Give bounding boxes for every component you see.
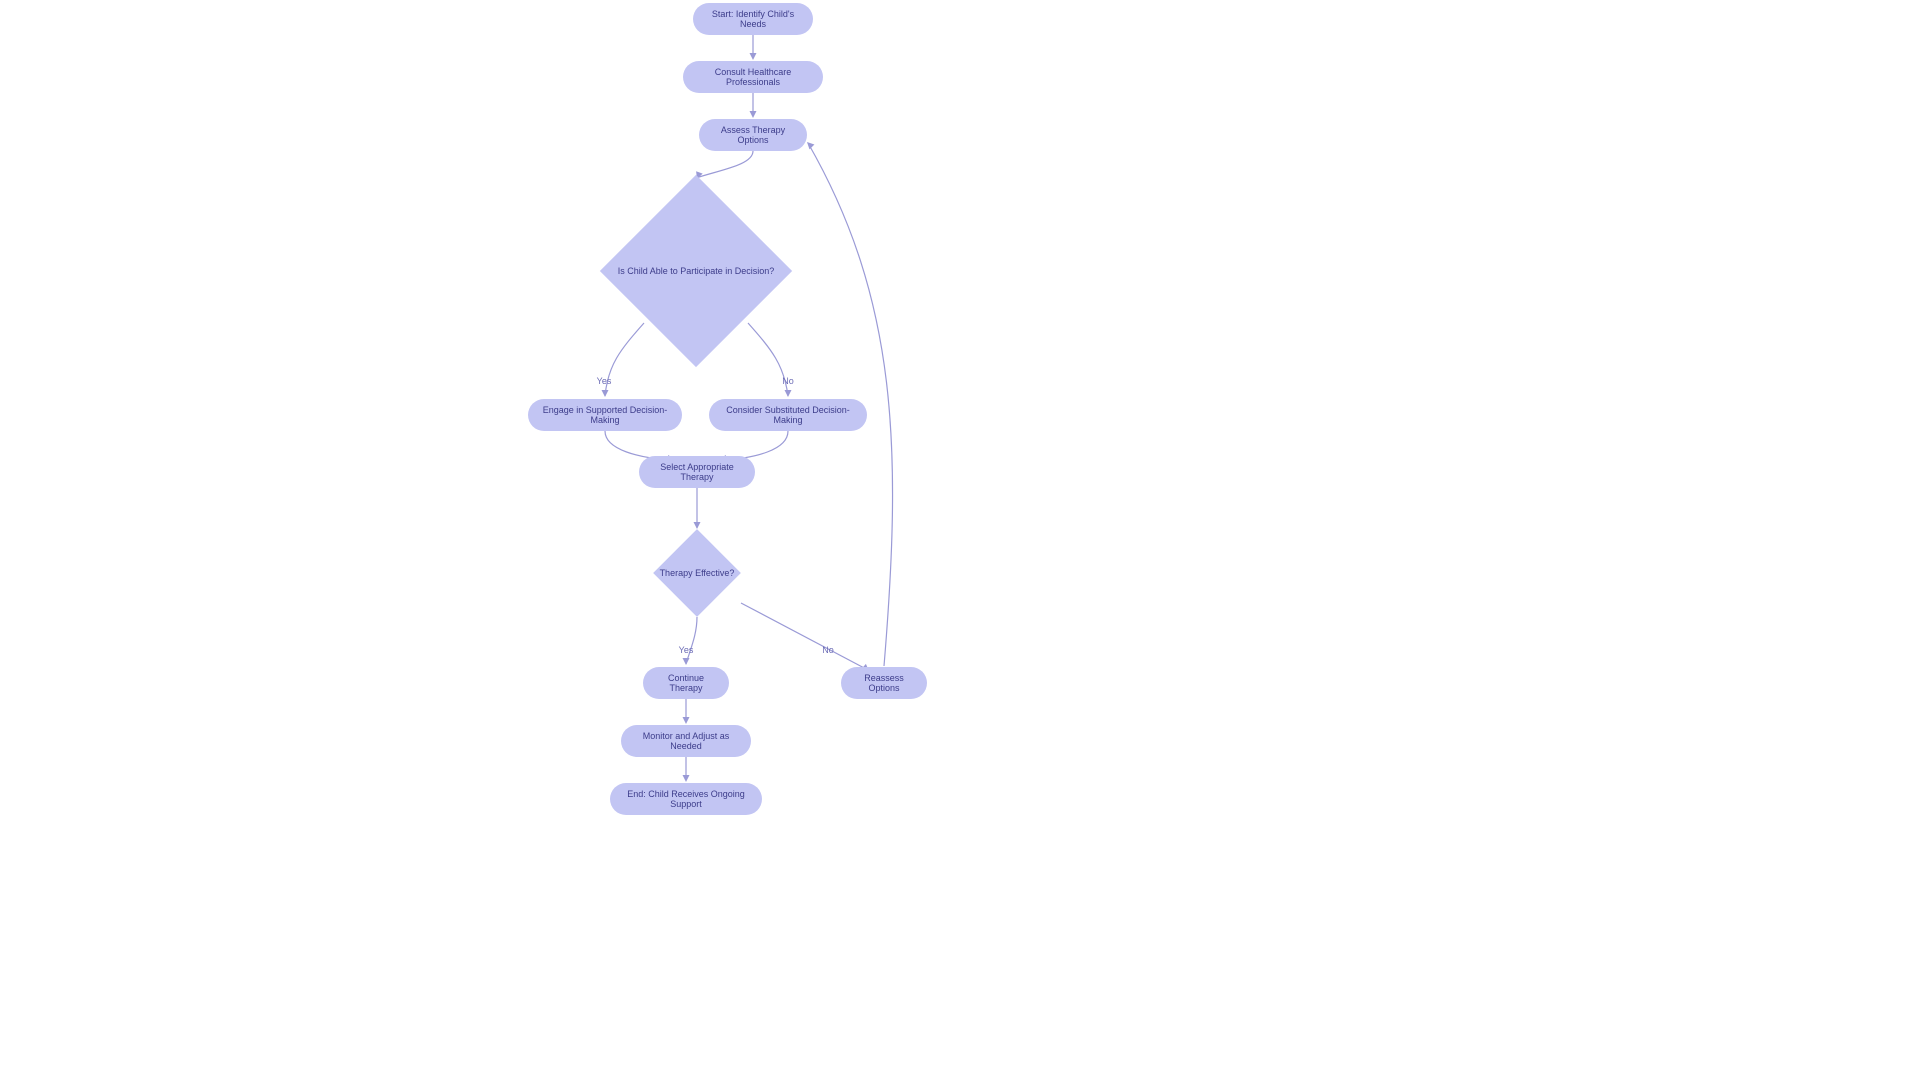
arrowhead-icon bbox=[785, 390, 792, 397]
node-label: End: Child Receives Ongoing Support bbox=[622, 789, 750, 809]
edge-n8-n10 bbox=[741, 603, 868, 670]
arrowhead-icon bbox=[602, 390, 609, 397]
node-label: Assess Therapy Options bbox=[711, 125, 795, 145]
flowchart-node-n12: End: Child Receives Ongoing Support bbox=[610, 783, 762, 815]
flowchart-node-n9: Continue Therapy bbox=[643, 667, 729, 699]
node-label: Start: Identify Child's Needs bbox=[705, 9, 801, 29]
arrowhead-icon bbox=[807, 142, 814, 149]
node-label: Continue Therapy bbox=[655, 673, 717, 693]
arrowhead-icon bbox=[683, 717, 690, 724]
flowchart-node-n3: Assess Therapy Options bbox=[699, 119, 807, 151]
edge-label: Yes bbox=[597, 376, 612, 386]
arrowhead-icon bbox=[750, 111, 757, 118]
node-label: Select Appropriate Therapy bbox=[651, 462, 743, 482]
edge-label: No bbox=[822, 645, 834, 655]
edge-n4-n5 bbox=[605, 323, 644, 396]
edge-n3-n4 bbox=[696, 151, 753, 178]
flowchart-node-n10: Reassess Options bbox=[841, 667, 927, 699]
flowchart-node-n7: Select Appropriate Therapy bbox=[639, 456, 755, 488]
arrowhead-icon bbox=[683, 658, 690, 665]
flowchart-decision-n4 bbox=[600, 175, 792, 367]
arrowhead-icon bbox=[683, 775, 690, 782]
flowchart-node-n1: Start: Identify Child's Needs bbox=[693, 3, 813, 35]
flowchart-node-n6: Consider Substituted Decision-Making bbox=[709, 399, 867, 431]
edges-layer bbox=[0, 0, 1920, 1080]
node-label: Reassess Options bbox=[853, 673, 915, 693]
node-label: Engage in Supported Decision-Making bbox=[540, 405, 670, 425]
edge-n8-n9 bbox=[686, 617, 697, 664]
edge-label: No bbox=[782, 376, 794, 386]
arrowhead-icon bbox=[694, 522, 701, 529]
flowchart-node-n2: Consult Healthcare Professionals bbox=[683, 61, 823, 93]
node-label: Consult Healthcare Professionals bbox=[695, 67, 811, 87]
edge-label: Yes bbox=[679, 645, 694, 655]
flowchart-node-n5: Engage in Supported Decision-Making bbox=[528, 399, 682, 431]
flowchart-canvas: Start: Identify Child's Needs Consult Hea… bbox=[0, 0, 1920, 1080]
arrowhead-icon bbox=[750, 53, 757, 60]
edge-n4-n6 bbox=[748, 323, 788, 396]
flowchart-decision-n8 bbox=[653, 529, 741, 617]
node-label: Monitor and Adjust as Needed bbox=[633, 731, 739, 751]
node-label: Consider Substituted Decision-Making bbox=[721, 405, 855, 425]
flowchart-node-n11: Monitor and Adjust as Needed bbox=[621, 725, 751, 757]
